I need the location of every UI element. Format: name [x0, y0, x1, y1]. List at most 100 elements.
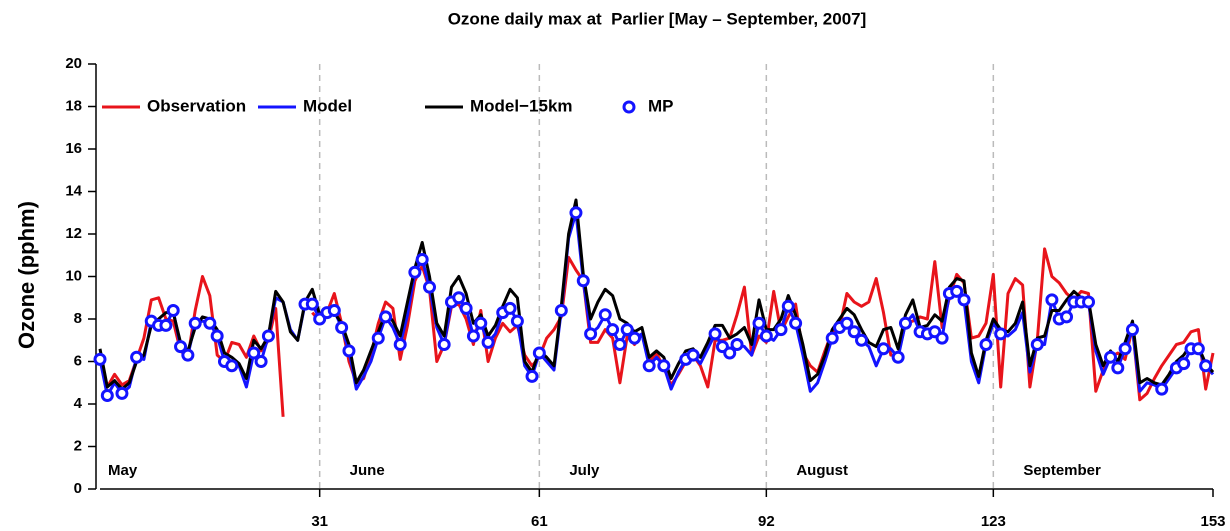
y-tick-label: 14 [65, 182, 82, 199]
mp-marker [423, 280, 437, 294]
mp-marker [525, 369, 539, 383]
mp-marker [759, 329, 773, 343]
mp-marker [723, 346, 737, 360]
mp-marker [174, 340, 188, 354]
mp-marker [628, 331, 642, 345]
mp-marker [393, 338, 407, 351]
mp-marker [459, 301, 473, 315]
mp-marker [247, 346, 261, 360]
mp-marker [452, 291, 466, 305]
mp-marker [342, 344, 356, 358]
mp-marker [569, 206, 583, 220]
mp-marker [254, 355, 268, 368]
mp-marker [876, 342, 890, 356]
mp-marker [576, 274, 590, 288]
mp-marker [840, 316, 854, 330]
mp-marker [474, 316, 488, 330]
month-label: July [569, 462, 600, 479]
mp-marker [166, 304, 180, 317]
mp-marker [554, 304, 568, 317]
mp-marker [957, 293, 971, 307]
series-line [98, 198, 1215, 391]
x-tick-label: 31 [311, 513, 328, 530]
mp-marker [510, 314, 524, 328]
mp-marker [327, 304, 341, 317]
mp-marker [1125, 323, 1139, 337]
mp-marker [130, 350, 144, 364]
mp-marker [898, 316, 912, 330]
y-tick-label: 10 [65, 267, 82, 284]
y-tick-label: 2 [74, 437, 82, 454]
mp-marker [979, 338, 993, 351]
mp-marker [752, 316, 766, 330]
y-tick-label: 0 [74, 480, 82, 497]
mp-marker [159, 318, 173, 332]
mp-marker [1177, 357, 1191, 371]
mp-marker [335, 321, 349, 334]
mp-marker [855, 333, 869, 347]
mp-marker [188, 316, 202, 330]
mp-marker [847, 325, 861, 339]
mp-marker [210, 329, 224, 343]
mp-marker [613, 338, 627, 351]
mp-marker [379, 310, 393, 324]
y-tick-label: 12 [65, 225, 82, 242]
mp-marker [1191, 342, 1205, 356]
mp-marker [437, 338, 451, 351]
mp-marker [481, 335, 495, 349]
month-label: May [108, 462, 138, 479]
legend-label: MP [648, 96, 674, 115]
legend-label: Model−15km [470, 96, 573, 115]
y-tick-label: 18 [65, 97, 82, 114]
y-tick-label: 8 [74, 310, 82, 327]
mp-marker [935, 331, 949, 345]
mp-marker [606, 323, 620, 337]
mp-marker [891, 350, 905, 364]
x-tick-label: 123 [981, 513, 1006, 530]
mp-marker [950, 284, 964, 298]
mp-marker [261, 329, 275, 343]
mp-marker [181, 348, 195, 362]
series-line [98, 211, 1215, 397]
legend-marker [622, 100, 636, 114]
mp-marker [598, 308, 612, 322]
mp-marker [1199, 359, 1213, 373]
y-axis-label: Ozone (pphm) [14, 201, 39, 349]
mp-marker [708, 327, 722, 341]
mp-marker [994, 327, 1008, 341]
mp-marker [774, 323, 788, 337]
month-label: September [1023, 462, 1101, 479]
legend-label: Model [303, 96, 352, 115]
mp-marker [620, 323, 634, 337]
month-label: June [350, 462, 385, 479]
mp-marker [408, 265, 422, 279]
y-tick-label: 20 [65, 55, 82, 72]
mp-marker [371, 331, 385, 345]
mp-marker [730, 338, 744, 351]
mp-marker [1082, 295, 1096, 309]
x-tick-label: 153 [1200, 513, 1225, 530]
mp-marker [203, 316, 217, 330]
mp-marker [1118, 342, 1132, 356]
mp-marker [657, 359, 671, 373]
mp-marker [584, 327, 598, 341]
y-tick-label: 16 [65, 140, 82, 157]
mp-marker [1060, 310, 1074, 324]
mp-marker [305, 297, 319, 311]
mp-marker [825, 331, 839, 345]
mp-marker [100, 389, 114, 402]
mp-marker [1111, 361, 1125, 375]
legend-label: Observation [147, 96, 246, 115]
y-tick-label: 4 [74, 395, 83, 412]
mp-marker [503, 301, 517, 315]
chart-title: Ozone daily max at Parlier [May – Septem… [448, 9, 867, 28]
y-tick-label: 6 [74, 352, 82, 369]
x-tick-label: 61 [531, 513, 548, 530]
mp-marker [532, 346, 546, 360]
mp-marker [466, 329, 480, 343]
mp-marker [789, 316, 803, 330]
mp-marker [1030, 338, 1044, 351]
mp-marker [415, 253, 429, 266]
mp-marker [115, 386, 129, 400]
